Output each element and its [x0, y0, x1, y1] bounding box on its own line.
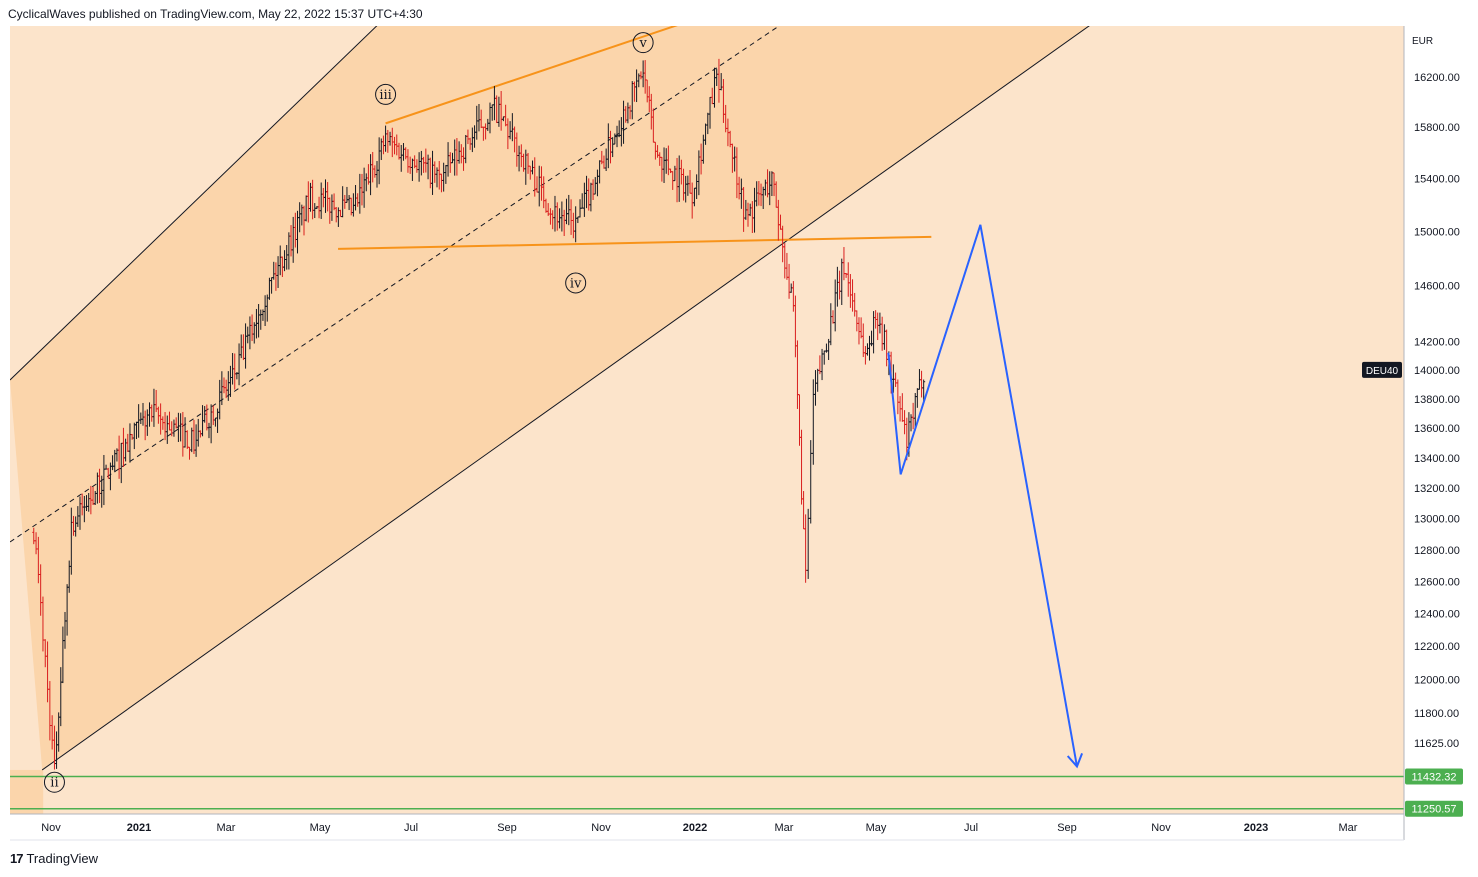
wave-label-text: v	[638, 36, 647, 51]
y-tick-label: 15400.00	[1414, 174, 1460, 186]
currency-label: EUR	[1412, 36, 1433, 47]
triangle-line-2[interactable]	[338, 235, 932, 250]
y-tick-label: 11625.00	[1414, 738, 1459, 750]
last-price-badge-text: DEU40	[1366, 366, 1399, 377]
x-tick-label: Nov	[1151, 822, 1171, 834]
channel-middle-line[interactable]	[10, 4, 812, 543]
ohlc-bar[interactable]	[922, 379, 926, 402]
x-tick-label: Jul	[964, 822, 978, 834]
wave-label-circle	[632, 32, 654, 54]
support-badge-2	[1405, 800, 1463, 817]
y-tick-label: 13000.00	[1414, 514, 1460, 526]
footer-brand: TradingView	[26, 851, 99, 866]
y-tick-label: 14600.00	[1414, 281, 1460, 293]
footer: 17 TradingView	[10, 851, 98, 866]
x-tick-label: Nov	[591, 822, 611, 834]
x-tick-label: Jul	[404, 822, 418, 834]
triangle-line-1[interactable]	[385, 16, 705, 125]
y-tick-label: 12400.00	[1414, 608, 1460, 620]
wave-label-text: iii	[379, 88, 391, 103]
publish-text: CyclicalWaves published on TradingView.c…	[8, 7, 423, 21]
y-tick-label: 12600.00	[1414, 576, 1460, 588]
support-badge-text: 11432.32	[1411, 772, 1456, 784]
wave-label-text: ii	[50, 776, 58, 791]
last-price-badge	[1362, 361, 1402, 378]
wave-label-ii[interactable]: ii	[43, 771, 65, 793]
y-tick-label: 14000.00	[1414, 365, 1460, 377]
support-badge-1	[1405, 768, 1463, 785]
tradingview-logo-icon: 17	[10, 851, 24, 866]
y-tick-label: 13200.00	[1414, 483, 1460, 495]
axes: EUR 16200.00 15800.00 15400.00 15000.00 14600…	[41, 36, 1463, 834]
x-tick-label: 2022	[683, 822, 707, 834]
wave-label-iv[interactable]: iv	[565, 272, 587, 294]
y-tick-label: 16200.00	[1414, 72, 1460, 84]
wave-label-circle	[43, 771, 65, 793]
y-tick-label: 12000.00	[1414, 674, 1460, 686]
y-tick-label: 13400.00	[1414, 453, 1460, 465]
x-tick-label: 2021	[127, 822, 151, 834]
ohlc-bars[interactable]	[32, 58, 926, 770]
y-tick-label: 13600.00	[1414, 423, 1460, 435]
y-tick-label: 11800.00	[1414, 708, 1459, 720]
x-tick-label: 2023	[1244, 822, 1268, 834]
y-tick-label: 12800.00	[1414, 545, 1460, 557]
channel-upper-line[interactable]	[10, 4, 399, 381]
wave-label-circle	[565, 272, 587, 294]
x-tick-label: Mar	[775, 822, 794, 834]
projection-arrowhead	[1066, 753, 1084, 769]
x-tick-label: Mar	[217, 822, 236, 834]
y-tick-label: 12200.00	[1414, 641, 1460, 653]
support-badge-text: 11250.57	[1411, 804, 1456, 816]
x-tick-label: May	[866, 822, 887, 834]
channel-fill	[10, 26, 1089, 770]
projection-path[interactable]	[887, 224, 1078, 767]
y-tick-label: 15800.00	[1414, 122, 1460, 134]
y-tick-label: 14200.00	[1414, 336, 1460, 348]
wave-label-iii[interactable]: iii	[375, 83, 397, 105]
x-tick-label: Mar	[1339, 822, 1358, 834]
x-tick-label: Nov	[41, 822, 61, 834]
channel-lower-line[interactable]	[41, 4, 1120, 771]
x-tick-label: Sep	[1057, 822, 1077, 834]
wave-label-circle	[375, 83, 397, 105]
y-tick-label: 15000.00	[1414, 226, 1460, 238]
wave-label-v[interactable]: v	[632, 32, 654, 54]
y-tick-label: 13800.00	[1414, 394, 1460, 406]
x-tick-label: May	[310, 822, 331, 834]
x-tick-label: Sep	[497, 822, 517, 834]
wave-label-text: iv	[570, 276, 582, 291]
publish-header: CyclicalWaves published on TradingView.c…	[8, 7, 423, 21]
